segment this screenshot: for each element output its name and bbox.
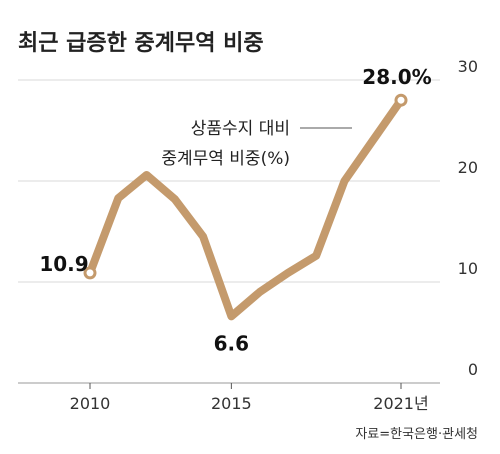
y-tick-label-0: 0	[468, 360, 478, 379]
data-label-2010: 10.9	[39, 252, 88, 276]
series-line	[86, 96, 405, 321]
chart-title: 최근 급증한 중계무역 비중	[18, 31, 264, 56]
x-tick-label-2021: 2021년	[373, 394, 428, 413]
legend-line-2: 중계무역 비중(%)	[161, 149, 290, 169]
y-tick-label-20: 20	[458, 158, 478, 177]
y-tick-label-30: 30	[458, 57, 478, 76]
x-tick-label-2015: 2015	[211, 394, 252, 413]
grid	[18, 79, 440, 384]
legend-line-1: 상품수지 대비	[191, 119, 290, 139]
y-axis: 0 10 20 30	[458, 57, 478, 379]
point-2021	[394, 93, 408, 107]
data-labels: 10.9 6.6 28.0%	[39, 65, 431, 355]
source-note: 자료=한국은행·관세청	[355, 426, 478, 442]
y-tick-label-10: 10	[458, 259, 478, 278]
data-label-2021: 28.0%	[362, 65, 431, 89]
point-2010	[83, 266, 97, 280]
series-markers	[83, 93, 408, 280]
x-tick-label-2010: 2010	[70, 394, 111, 413]
x-axis: 2010 2015 2021년	[70, 383, 429, 413]
data-label-2015: 6.6	[214, 331, 249, 355]
